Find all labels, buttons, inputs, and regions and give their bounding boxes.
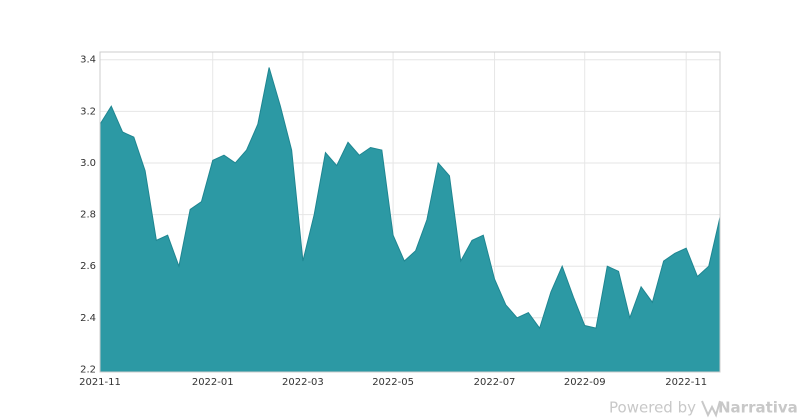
x-tick-label: 2022-03 [282,377,324,388]
x-tick-label: 2022-09 [564,377,606,388]
footer-prefix: Powered by [609,399,696,417]
y-tick-label: 3.2 [80,106,96,117]
area [99,67,721,373]
y-tick-label: 2.8 [80,210,96,221]
y-tick-label: 2.6 [80,261,96,272]
plot-border [99,51,721,373]
y-tick-label: 3.4 [80,55,96,66]
y-tick-label: 3.0 [80,158,96,169]
x-tick-label: 2022-11 [665,377,707,388]
y-tick-label: 2.2 [80,364,96,375]
y-tick-label: 2.4 [80,313,96,324]
x-tick-label: 2022-01 [192,377,234,388]
footer-brand: Narrativa [718,399,798,417]
x-tick-label: 2021-11 [79,377,121,388]
x-tick-label: 2022-05 [372,377,414,388]
x-tick-label: 2022-07 [474,377,516,388]
footer-logo [701,400,721,418]
